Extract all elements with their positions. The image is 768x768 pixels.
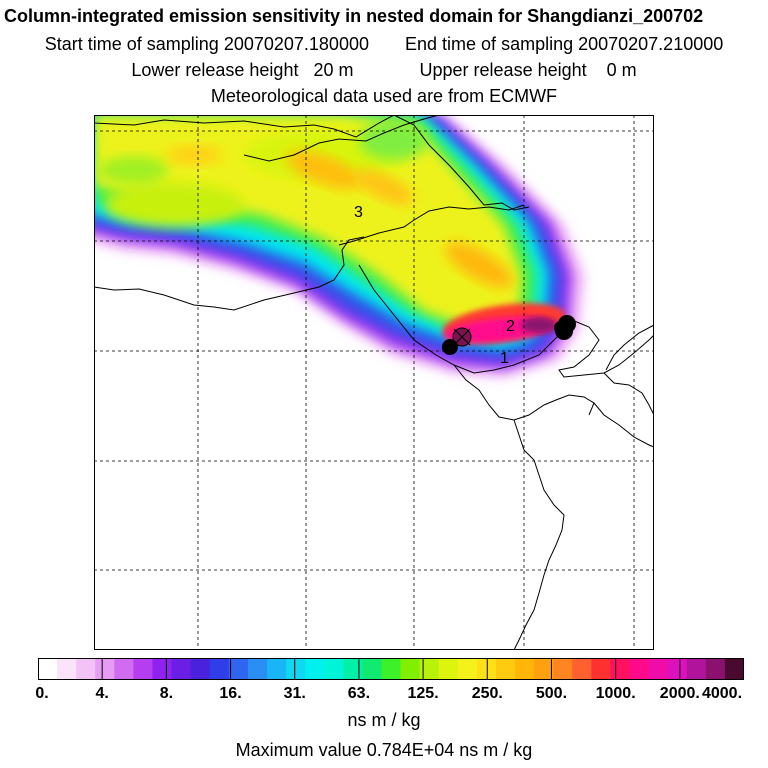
cluster-label-3: 3 bbox=[354, 204, 363, 221]
cluster-label-1: 1 bbox=[500, 350, 509, 367]
tick-label: 0. bbox=[35, 685, 49, 702]
plume-orange-patch-2 bbox=[354, 169, 414, 205]
upper-release-label: Upper release height 0 m bbox=[419, 60, 637, 80]
province-border-2 bbox=[338, 204, 525, 246]
color-swatch bbox=[381, 658, 402, 680]
tick-label: 8. bbox=[159, 685, 174, 702]
tick-label: 125. bbox=[407, 685, 439, 702]
color-swatch bbox=[495, 658, 516, 680]
tick-label: 31. bbox=[283, 685, 306, 702]
plume-layer-yellow bbox=[94, 115, 522, 329]
color-swatch bbox=[114, 658, 134, 680]
color-swatch bbox=[95, 658, 115, 680]
color-scale-swatches bbox=[38, 658, 744, 680]
coastlines-borders bbox=[94, 115, 654, 650]
color-swatch bbox=[209, 658, 230, 680]
tick-label: 1000. bbox=[595, 685, 636, 702]
color-swatch bbox=[515, 658, 535, 680]
color-swatch bbox=[610, 658, 631, 680]
color-swatch bbox=[190, 658, 211, 680]
tick-label: 500. bbox=[535, 685, 568, 702]
color-swatch bbox=[305, 658, 325, 680]
color-swatch bbox=[629, 658, 650, 680]
color-swatch bbox=[343, 658, 363, 680]
color-swatch bbox=[38, 658, 58, 680]
cluster-label-2: 2 bbox=[506, 318, 515, 335]
coastline-shandong bbox=[453, 364, 595, 421]
color-swatch bbox=[286, 658, 306, 680]
tick-label: 16. bbox=[219, 685, 242, 702]
tick-label: 4. bbox=[95, 685, 109, 702]
color-swatch bbox=[400, 658, 421, 680]
plume-blob-green-left bbox=[99, 156, 169, 184]
color-swatch bbox=[57, 658, 77, 680]
tick-label: 63. bbox=[347, 685, 371, 702]
plot-title: Column-integrated emission sensitivity i… bbox=[4, 6, 704, 26]
color-swatch bbox=[324, 658, 344, 680]
coastline-korea-west bbox=[603, 372, 654, 416]
emission-sensitivity-map: 3 2 1 bbox=[94, 115, 654, 650]
lower-release-label: Lower release height 20 m bbox=[131, 60, 354, 80]
sampling-time-line: Start time of sampling 20070207.180000 E… bbox=[0, 34, 768, 55]
border-line-north bbox=[94, 115, 395, 138]
coastline-korea-south bbox=[593, 402, 654, 448]
plume-high-core bbox=[521, 317, 557, 333]
end-time-label: End time of sampling 20070207.210000 bbox=[405, 34, 724, 54]
province-border-3 bbox=[94, 236, 365, 311]
plume-blob-green bbox=[359, 120, 429, 160]
color-swatch bbox=[76, 658, 96, 680]
plume-orange-patch-3 bbox=[445, 242, 513, 288]
color-swatch bbox=[133, 658, 153, 680]
cluster-dot-4 bbox=[554, 321, 568, 335]
color-swatch bbox=[419, 658, 440, 680]
color-swatch bbox=[171, 658, 192, 680]
maximum-value-label: Maximum value 0.784E+04 ns m / kg bbox=[235, 740, 533, 760]
tick-label: 4000. bbox=[701, 685, 743, 702]
color-swatch bbox=[534, 658, 554, 680]
color-swatch bbox=[228, 658, 249, 680]
color-swatch bbox=[247, 658, 268, 680]
coastline-jiangsu bbox=[513, 419, 565, 650]
color-swatch bbox=[591, 658, 611, 680]
color-swatch bbox=[438, 658, 459, 680]
sensitivity-plume bbox=[94, 115, 584, 377]
color-swatch bbox=[648, 658, 669, 680]
start-time-label: Start time of sampling 20070207.180000 bbox=[44, 34, 369, 54]
cluster-dot-1 bbox=[442, 339, 458, 355]
color-scale-bar bbox=[38, 658, 744, 680]
tick-label: 250. bbox=[471, 685, 503, 702]
color-swatch bbox=[724, 658, 744, 680]
plume-orange-patch-4 bbox=[166, 145, 222, 165]
plume-orange-patch-1 bbox=[286, 151, 362, 189]
met-data-label: Meteorological data used are from ECMWF bbox=[210, 86, 558, 106]
plume-blob-left bbox=[104, 183, 244, 227]
color-scale-frame bbox=[38, 658, 744, 680]
province-border-1 bbox=[393, 115, 530, 211]
color-swatch bbox=[553, 658, 573, 680]
color-swatch bbox=[667, 658, 688, 680]
map-frame bbox=[94, 115, 654, 650]
color-swatch bbox=[705, 658, 726, 680]
color-swatch bbox=[152, 658, 173, 680]
lat-lon-grid bbox=[94, 115, 654, 650]
color-swatch bbox=[457, 658, 478, 680]
color-swatch bbox=[686, 658, 707, 680]
color-swatch bbox=[362, 658, 382, 680]
coastline-north-korea bbox=[605, 324, 654, 371]
color-scale-dividers bbox=[101, 658, 681, 680]
tick-label: 2000. bbox=[659, 685, 700, 702]
color-scale-units: ns m / kg bbox=[347, 710, 421, 730]
receptor-markers bbox=[442, 315, 576, 355]
color-swatch bbox=[476, 658, 497, 680]
color-swatch bbox=[572, 658, 592, 680]
color-swatch bbox=[266, 658, 287, 680]
release-height-line: Lower release height 20 m Upper release … bbox=[0, 60, 768, 81]
